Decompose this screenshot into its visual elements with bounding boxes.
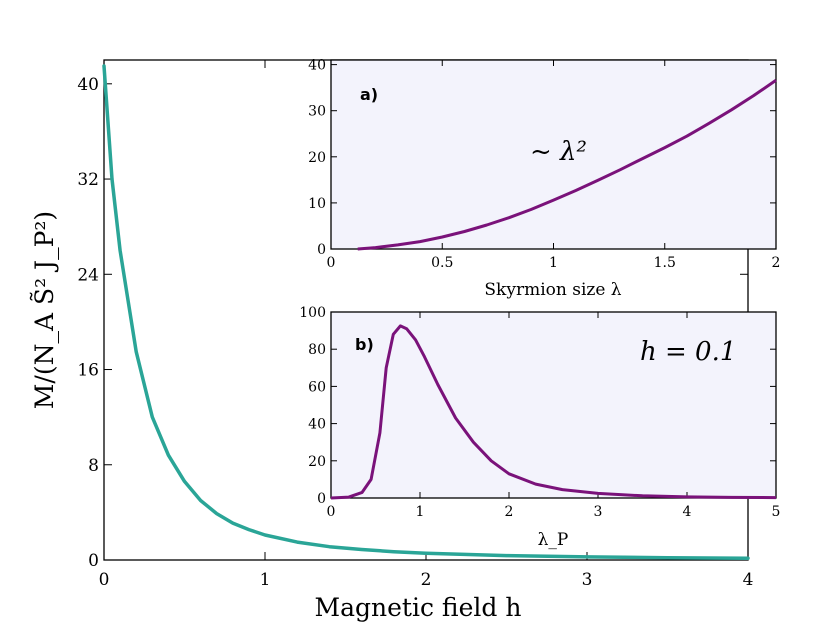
inset-b-ytick-label: 0 (317, 491, 326, 507)
inset-b-annotation: h = 0.1 (640, 337, 736, 367)
inset-b-xtick-label: 4 (683, 504, 692, 520)
inset-a-ytick-label: 30 (308, 104, 326, 120)
inset-b-ytick-label: 100 (299, 305, 326, 321)
inset-b-xtick-label: 3 (594, 504, 603, 520)
main-xtick-label: 4 (743, 570, 754, 590)
main-xtick-label: 2 (421, 570, 432, 590)
main-xtick-label: 3 (582, 570, 593, 590)
inset-b-series-line (330, 324, 777, 500)
inset-b-panel-label: b) (355, 335, 374, 354)
main-series-line (102, 64, 750, 560)
inset-b-ytick-label: 20 (308, 454, 326, 470)
inset-a-series-line (357, 79, 777, 251)
inset-a-ytick-label: 10 (308, 196, 326, 212)
main-xtick-label: 1 (260, 570, 271, 590)
inset-a-ytick-label: 20 (308, 150, 326, 166)
main-ytick-label: 24 (77, 265, 99, 285)
inset-b-ticks: 0 1 2 3 4 5 0 20 40 60 80 100 (299, 305, 780, 520)
inset-b-ytick-label: 40 (308, 417, 326, 433)
inset-a-xtick-label: 1 (549, 255, 558, 271)
main-y-axis-label: M/(N_A S̃² J_P²) (30, 211, 59, 409)
inset-b: 0 1 2 3 4 5 0 20 40 60 80 100 b) h = 0.1 λ_P (299, 305, 780, 550)
inset-a-ytick-label: 0 (317, 242, 326, 258)
main-ytick-label: 0 (88, 551, 99, 571)
inset-a-x-axis-label: Skyrmion size λ (484, 280, 621, 300)
inset-b-xtick-label: 2 (505, 504, 514, 520)
inset-b-xtick-label: 5 (772, 504, 781, 520)
inset-a-background (330, 59, 777, 250)
inset-a-ytick-label: 40 (308, 58, 326, 74)
main-ytick-label: 40 (77, 75, 99, 95)
main-x-axis-label: Magnetic field h (315, 593, 522, 622)
inset-b-xtick-label: 1 (416, 504, 425, 520)
inset-b-ytick-label: 80 (308, 342, 326, 358)
inset-a-xtick-label: 1.5 (654, 255, 676, 271)
inset-a-xtick-label: 2 (772, 255, 781, 271)
main-ytick-label: 32 (77, 170, 99, 190)
inset-b-ytick-label: 60 (308, 379, 326, 395)
inset-a-xtick-label: 0.5 (431, 255, 453, 271)
inset-a-annotation: ~ λ² (530, 137, 587, 167)
inset-b-background (330, 311, 777, 499)
inset-b-xtick-label: 0 (327, 504, 336, 520)
main-ytick-label: 8 (88, 456, 99, 476)
inset-a-panel-label: a) (360, 85, 378, 104)
inset-b-x-axis-label: λ_P (538, 530, 569, 550)
main-xtick-label: 0 (99, 570, 110, 590)
inset-a-xtick-label: 0 (327, 255, 336, 271)
main-ytick-label: 16 (77, 361, 99, 381)
